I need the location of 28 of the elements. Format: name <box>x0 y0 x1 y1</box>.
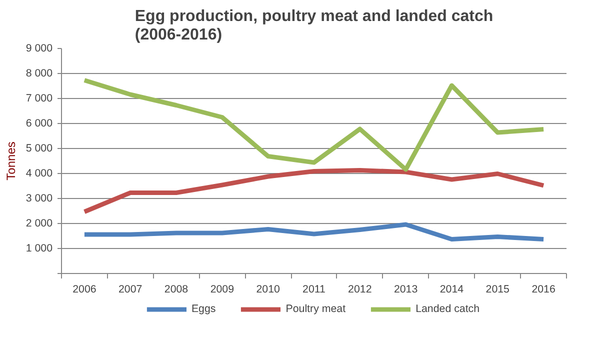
y-tick-label: 2 000 <box>26 218 53 230</box>
legend-label: Landed catch <box>416 303 480 315</box>
x-tick-label: 2010 <box>256 284 280 296</box>
y-tick-label: 7 000 <box>26 92 53 104</box>
x-tick-label: 2009 <box>210 284 234 296</box>
legend-label: Eggs <box>191 303 216 315</box>
line-series <box>82 168 546 214</box>
y-tick-label: 6 000 <box>26 118 53 130</box>
x-tick-label: 2012 <box>348 284 372 296</box>
x-tick-label: 2011 <box>302 284 326 296</box>
x-tick-label: 2014 <box>440 284 464 296</box>
x-tick-label: 2013 <box>394 284 418 296</box>
legend-label: Poultry meat <box>286 303 346 315</box>
y-tick-label: 1 000 <box>26 242 53 254</box>
x-tick-label: 2016 <box>532 284 556 296</box>
y-tick-label: 9 000 <box>26 42 53 54</box>
chart-title: Egg production, poultry meat and landed catch (2006-2016) <box>134 8 494 44</box>
line-series <box>82 222 546 242</box>
x-tick-label: 2007 <box>118 284 142 296</box>
y-tick-label: 5 000 <box>26 142 53 154</box>
x-tick-label: 2008 <box>164 284 188 296</box>
y-tick-label: 4 000 <box>26 168 53 180</box>
y-axis-title: Tonnes <box>4 142 18 180</box>
y-tick-label: 8 000 <box>26 68 53 80</box>
x-tick-label: 2006 <box>72 284 96 296</box>
line-series <box>82 78 546 172</box>
y-tick-label: 3 000 <box>26 192 53 204</box>
x-tick-label: 2015 <box>486 284 510 296</box>
